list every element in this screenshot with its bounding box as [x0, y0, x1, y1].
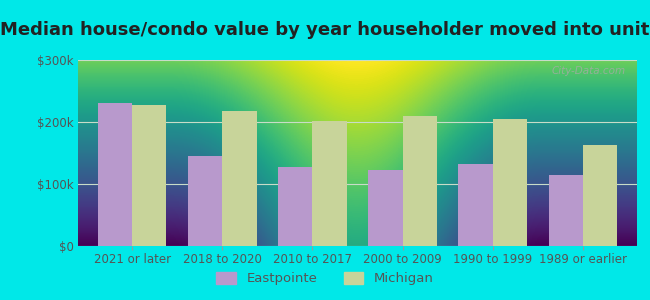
Bar: [278, 167, 313, 246]
Bar: [98, 103, 132, 246]
Bar: [222, 111, 257, 246]
Bar: [132, 105, 166, 246]
Text: Median house/condo value by year householder moved into unit: Median house/condo value by year househo…: [0, 21, 650, 39]
Bar: [493, 119, 527, 246]
Bar: [549, 175, 583, 246]
Bar: [458, 164, 493, 246]
Bar: [583, 145, 617, 246]
Bar: [369, 170, 402, 246]
Bar: [313, 121, 346, 246]
Bar: [188, 156, 222, 246]
Text: City-Data.com: City-Data.com: [552, 66, 626, 76]
Bar: [402, 116, 437, 246]
Legend: Eastpointe, Michigan: Eastpointe, Michigan: [211, 266, 439, 290]
